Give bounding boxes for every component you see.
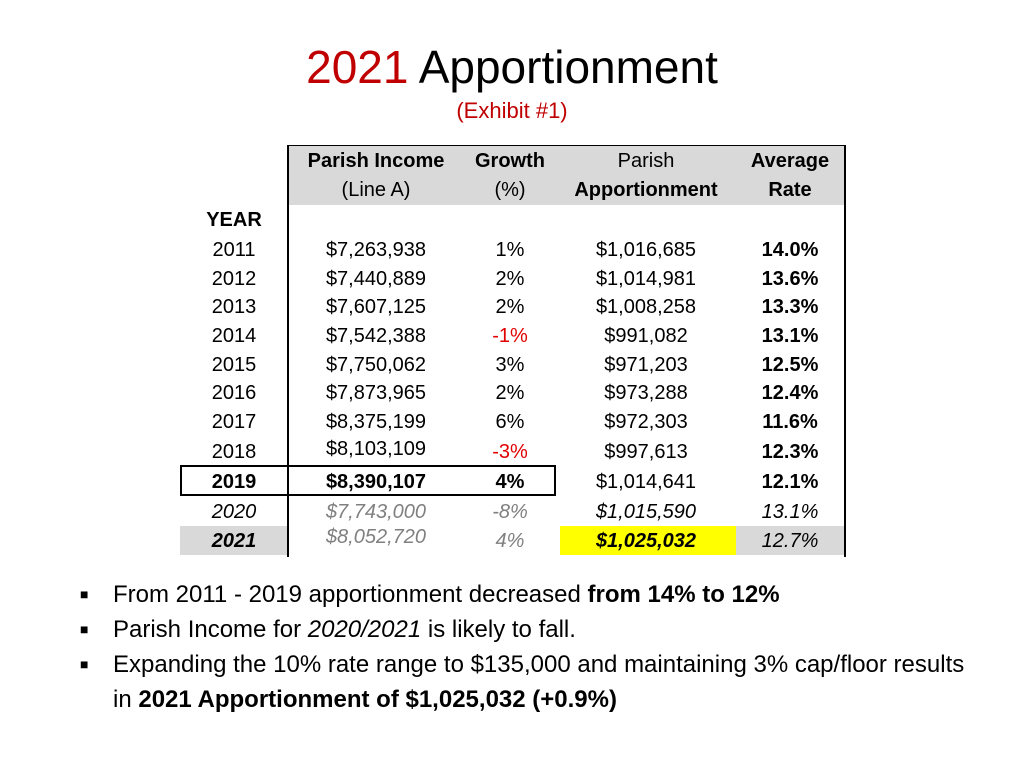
cell-year: 2020 [211, 501, 257, 523]
cell-year: 2021 [211, 530, 257, 552]
square-bullet-icon: ■ [80, 656, 89, 672]
header-apportionment-line1: Parish [617, 150, 675, 172]
cell-growth-negative: -3% [492, 441, 528, 463]
row-2021-highlight-right [736, 526, 844, 555]
year-column-label: YEAR [206, 209, 262, 231]
header-growth-line2: (%) [494, 179, 526, 201]
header-income-line2: (Line A) [341, 179, 411, 201]
title-text: Apportionment [418, 41, 718, 93]
cell-growth: 2% [495, 268, 525, 290]
table-border-left [287, 145, 289, 557]
cell-year: 2019 [211, 471, 257, 493]
cell-rate: 13.6% [761, 268, 819, 290]
cell-year: 2011 [212, 239, 256, 261]
cell-growth: 4% [495, 530, 525, 552]
cell-income: $7,873,965 [325, 382, 427, 404]
cell-apportionment: $1,014,641 [595, 471, 697, 493]
header-income-line1: Parish Income [307, 150, 445, 172]
bullet-item: ■ Parish Income for 2020/2021 is likely … [80, 612, 980, 647]
bullet-bold-text: 2021 Apportionment of $1,025,032 (+0.9%) [138, 686, 617, 713]
cell-rate: 14.0% [761, 239, 819, 261]
row-2019-box [180, 465, 556, 496]
cell-rate: 11.6% [762, 411, 818, 433]
cell-income: $7,607,125 [325, 296, 427, 318]
header-growth-line1: Growth [475, 150, 545, 172]
cell-rate: 12.1% [761, 471, 819, 493]
table-border-right [844, 145, 846, 557]
cell-income: $8,390,107 [325, 471, 427, 493]
cell-growth: 6% [495, 411, 525, 433]
highlight-2021-apportionment [560, 526, 736, 555]
cell-income: $7,743,000 [325, 501, 427, 523]
bullet-italic-text: 2020/2021 [307, 616, 422, 643]
cell-apportionment: $1,016,685 [595, 239, 697, 261]
slide-title: 2021 Apportionment [0, 40, 1024, 94]
header-rate-line1: Average [750, 150, 830, 172]
table-header-background [288, 145, 844, 205]
bullet-item: ■ From 2011 - 2019 apportionment decreas… [80, 577, 980, 612]
cell-rate: 12.7% [761, 530, 819, 552]
cell-rate: 13.1% [761, 325, 819, 347]
cell-year: 2017 [211, 411, 257, 433]
cell-income: $8,052,720 [325, 526, 427, 548]
slide-subtitle: (Exhibit #1) [456, 98, 568, 123]
cell-apportionment: $1,025,032 [595, 530, 697, 552]
cell-apportionment: $1,008,258 [595, 296, 697, 318]
cell-rate: 12.5% [761, 354, 819, 376]
cell-rate: 13.1% [761, 501, 819, 523]
cell-growth: 1% [495, 239, 525, 261]
cell-growth-negative: -1% [492, 325, 528, 347]
cell-year: 2016 [211, 382, 257, 404]
cell-apportionment: $973,288 [604, 382, 688, 404]
cell-income: $7,263,938 [325, 239, 427, 261]
table-border-top [288, 145, 844, 146]
bullet-text: From 2011 - 2019 apportionment decreased [113, 581, 588, 608]
cell-income: $7,440,889 [325, 268, 427, 290]
cell-year: 2018 [211, 441, 257, 463]
cell-apportionment: $997,613 [604, 441, 688, 463]
cell-apportionment: $991,082 [604, 325, 688, 347]
header-rate-line2: Rate [768, 179, 812, 201]
cell-growth: 4% [495, 471, 525, 493]
bullet-text: Expanding the 10% rate range to $135,000… [113, 651, 965, 713]
cell-growth: -8% [492, 501, 528, 523]
row-2021-highlight-left [180, 526, 288, 555]
cell-growth: 2% [495, 296, 525, 318]
cell-rate: 13.3% [761, 296, 819, 318]
cell-income: $7,750,062 [325, 354, 427, 376]
cell-year: 2012 [211, 268, 257, 290]
cell-year: 2015 [211, 354, 257, 376]
apportionment-table: Parish Income (Line A) Growth (%) Parish… [180, 145, 846, 557]
cell-apportionment: $972,303 [604, 411, 688, 433]
cell-apportionment: $1,015,590 [595, 501, 697, 523]
cell-rate: 12.3% [761, 441, 819, 463]
square-bullet-icon: ■ [80, 586, 89, 602]
header-apportionment-line2: Apportionment [574, 179, 718, 201]
bullet-item: ■ Expanding the 10% rate range to $135,0… [80, 647, 980, 717]
cell-income: $8,375,199 [325, 411, 427, 433]
bullet-list: ■ From 2011 - 2019 apportionment decreas… [80, 577, 980, 717]
cell-income: $8,103,109 [325, 438, 427, 460]
cell-apportionment: $971,203 [604, 354, 688, 376]
cell-growth: 2% [495, 382, 525, 404]
cell-growth: 3% [495, 354, 525, 376]
bullet-text: is likely to fall. [421, 616, 576, 643]
cell-income: $7,542,388 [325, 325, 427, 347]
cell-apportionment: $1,014,981 [595, 268, 697, 290]
cell-year: 2013 [211, 296, 257, 318]
bullet-text: Parish Income for [113, 616, 308, 643]
bullet-bold-text: from 14% to 12% [587, 581, 780, 608]
cell-rate: 12.4% [761, 382, 819, 404]
square-bullet-icon: ■ [80, 621, 89, 637]
cell-year: 2014 [211, 325, 257, 347]
title-year: 2021 [306, 41, 409, 93]
